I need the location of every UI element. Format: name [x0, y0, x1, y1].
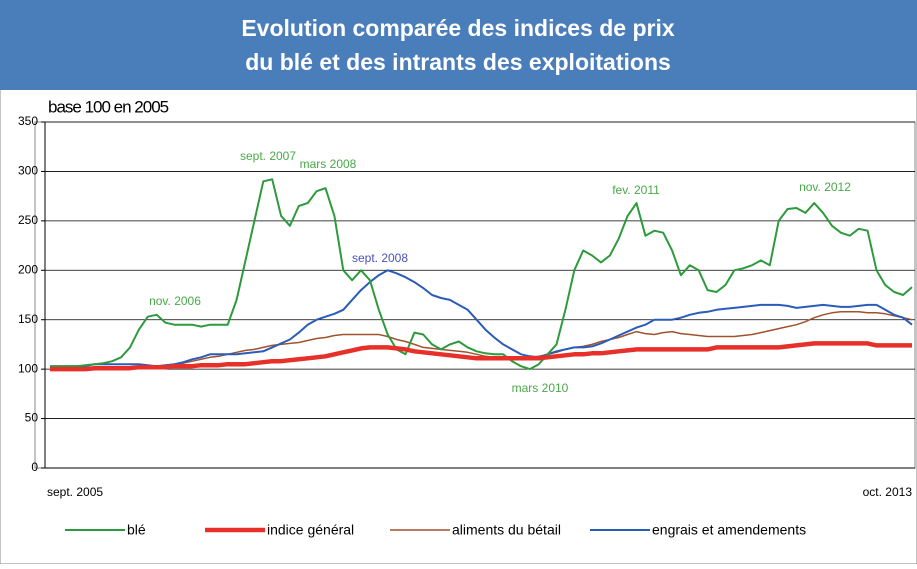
series-line	[50, 178, 913, 371]
x-tick-label: sept. 2005	[47, 485, 103, 499]
annotation: nov. 2012	[799, 180, 851, 194]
legend-label: aliments du bétail	[452, 522, 561, 538]
series-line	[50, 269, 913, 368]
annotation: fev. 2011	[612, 183, 660, 197]
annotation: mars 2008	[300, 157, 357, 171]
y-tick-label: 200	[18, 262, 38, 276]
chart-title: Evolution comparée des indices de prix	[241, 15, 675, 41]
y-tick-label: 250	[18, 213, 38, 227]
x-tick-label: oct. 2013	[863, 485, 913, 499]
subtitle: base 100 en 2005	[48, 97, 169, 116]
annotation: sept. 2008	[352, 251, 408, 265]
y-tick-label: 350	[18, 114, 38, 128]
legend-label: engrais et amendements	[652, 522, 806, 538]
y-tick-label: 300	[18, 164, 38, 178]
y-tick-label: 50	[25, 411, 39, 425]
series-line	[50, 311, 913, 370]
header	[0, 0, 917, 90]
annotation: sept. 2007	[240, 149, 296, 163]
y-tick-label: 0	[31, 460, 38, 474]
chart-title: du blé et des intrants des exploitations	[245, 49, 671, 75]
annotation: mars 2010	[512, 381, 569, 395]
legend-label: indice général	[267, 522, 354, 538]
y-tick-label: 150	[18, 312, 38, 326]
annotation: nov. 2006	[149, 294, 201, 308]
y-tick-label: 100	[18, 361, 38, 375]
legend-label: blé	[127, 522, 146, 538]
series-line	[50, 341, 912, 372]
